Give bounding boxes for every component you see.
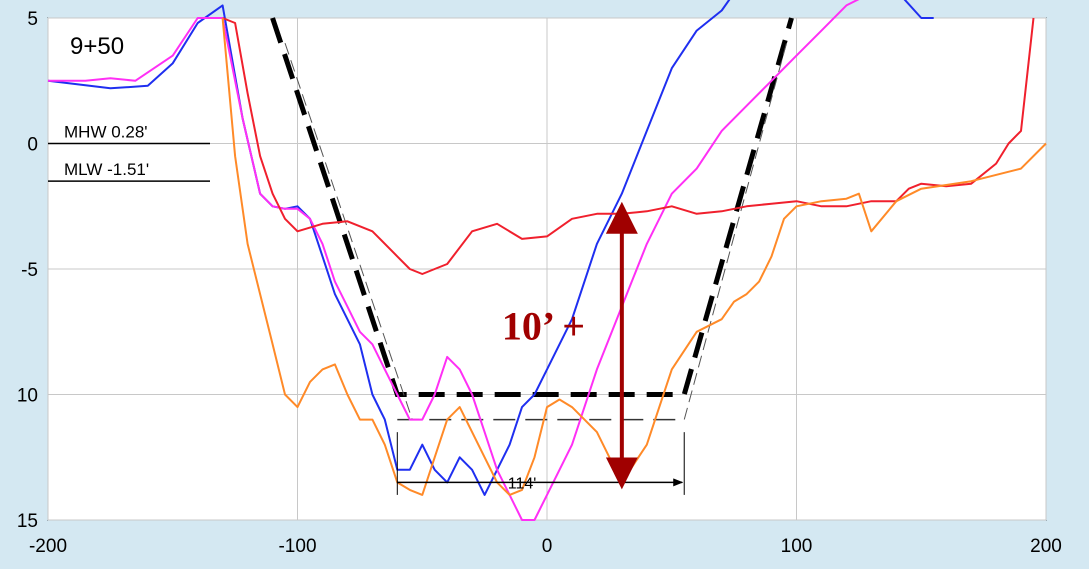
x-tick-label: -100 <box>278 536 316 557</box>
side-slope-guide-left <box>284 42 413 420</box>
y-tick-label: 15 <box>17 511 38 532</box>
tide-label-mhw: MHW 0.28' <box>64 123 148 142</box>
x-tick-label: -200 <box>29 536 67 557</box>
tide-label-mlw: MLW -1.51' <box>64 160 149 179</box>
y-tick-label: 5 <box>27 9 38 30</box>
x-tick-label: 200 <box>1030 536 1062 557</box>
x-tick-label: 100 <box>781 536 813 557</box>
x-tick-label: 0 <box>542 536 553 557</box>
survey-series <box>47 0 1047 521</box>
y-tick-label: 10 <box>17 386 38 407</box>
survey-line-3 <box>222 17 1035 275</box>
survey-line-4 <box>221 17 1047 496</box>
y-tick-label: 0 <box>27 135 38 156</box>
design-template-line <box>270 17 794 397</box>
tide-labels: MHW 0.28' MLW -1.51' <box>48 123 210 182</box>
station-label: 9+50 <box>70 33 124 60</box>
annotations: 114' 10’ + <box>396 201 685 495</box>
tick-labels: -200 -100 0 100 200 5 0 -5 10 15 <box>17 9 1062 557</box>
y-tick-label: -5 <box>21 260 38 281</box>
dimension-label: 114' <box>508 475 537 492</box>
depth-annotation: 10’ + <box>502 303 585 348</box>
side-slope-guide-right <box>683 42 788 420</box>
survey-line-2 <box>48 0 860 521</box>
